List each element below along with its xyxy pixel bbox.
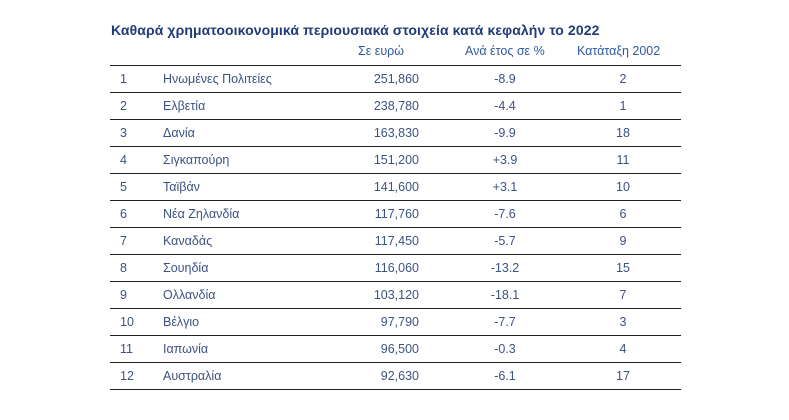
country-cell: Σιγκαπούρη xyxy=(163,153,230,167)
pct-cell: +3.9 xyxy=(492,153,518,167)
rank-cell: 7 xyxy=(120,234,127,248)
table-row: 5 Ταϊβάν 141,600 +3.1 10 xyxy=(110,174,681,201)
pct-cell: -13.2 xyxy=(490,261,520,275)
value-cell: 151,200 xyxy=(373,153,419,167)
country-cell: Νέα Ζηλανδία xyxy=(163,207,240,221)
rank2002-cell: 2 xyxy=(619,72,627,86)
rank-cell: 1 xyxy=(120,72,127,86)
value-cell: 116,060 xyxy=(374,261,419,275)
country-cell: Δανία xyxy=(163,126,195,140)
rank-cell: 3 xyxy=(120,126,127,140)
pct-cell: -7.6 xyxy=(494,207,516,221)
pct-cell: -0.3 xyxy=(494,342,516,356)
rank-cell: 5 xyxy=(120,180,127,194)
rank2002-cell: 3 xyxy=(619,315,627,329)
header-pct: Ανά έτος σε % xyxy=(465,44,545,58)
table-row: 3 Δανία 163,830 -9.9 18 xyxy=(110,120,681,147)
country-cell: Αυστραλία xyxy=(163,369,222,383)
header-rank2002: Κατάταξη 2002 xyxy=(577,44,661,58)
rank2002-cell: 10 xyxy=(616,180,630,194)
rank-cell: 10 xyxy=(120,315,134,329)
rank2002-cell: 15 xyxy=(616,261,630,275)
value-cell: 103,120 xyxy=(373,288,419,302)
rank-cell: 2 xyxy=(120,99,127,113)
value-cell: 117,760 xyxy=(374,207,419,221)
value-cell: 238,780 xyxy=(373,99,419,113)
value-cell: 117,450 xyxy=(374,234,419,248)
table-row: 4 Σιγκαπούρη 151,200 +3.9 11 xyxy=(110,147,681,174)
value-cell: 96,500 xyxy=(380,342,419,356)
pct-cell: -5.7 xyxy=(494,234,516,248)
rank2002-cell: 7 xyxy=(619,288,627,302)
value-cell: 251,860 xyxy=(373,72,419,86)
country-cell: Βέλγιο xyxy=(163,315,200,329)
table-row: 10 Βέλγιο 97,790 -7.7 3 xyxy=(110,309,681,336)
value-cell: 163,830 xyxy=(373,126,419,140)
rank2002-cell: 17 xyxy=(616,369,630,383)
rank-cell: 6 xyxy=(120,207,127,221)
rank2002-cell: 18 xyxy=(616,126,630,140)
rank2002-cell: 1 xyxy=(619,99,627,113)
table-title: Καθαρά χρηματοοικονομικά περιουσιακά στο… xyxy=(111,22,600,38)
rank2002-cell: 4 xyxy=(619,342,627,356)
table-row: 7 Καναδάς 117,450 -5.7 9 xyxy=(110,228,681,255)
rank-cell: 8 xyxy=(120,261,127,275)
country-cell: Ιαπωνία xyxy=(163,342,209,356)
pct-cell: -8.9 xyxy=(494,72,516,86)
pct-cell: -6.1 xyxy=(494,369,516,383)
header-value: Σε ευρώ xyxy=(358,44,405,58)
rank-cell: 4 xyxy=(120,153,127,167)
pct-cell: -7.7 xyxy=(494,315,516,329)
ranking-table: 1 Ηνωμένες Πολιτείες 251,860 -8.9 2 2 Ελβετία 2… xyxy=(110,65,681,390)
rank2002-cell: 9 xyxy=(619,234,627,248)
country-cell: Ταϊβάν xyxy=(163,180,200,194)
rank-cell: 12 xyxy=(120,369,134,383)
rank2002-cell: 6 xyxy=(619,207,627,221)
rank-cell: 11 xyxy=(120,342,133,356)
country-cell: Ελβετία xyxy=(163,99,206,113)
country-cell: Ηνωμένες Πολιτείες xyxy=(163,72,272,86)
rank-cell: 9 xyxy=(120,288,127,302)
table-row: 12 Αυστραλία 92,630 -6.1 17 xyxy=(110,363,681,390)
value-cell: 97,790 xyxy=(380,315,419,329)
country-cell: Καναδάς xyxy=(163,234,213,248)
rank2002-cell: 11 xyxy=(616,153,630,167)
pct-cell: -4.4 xyxy=(494,99,516,113)
country-cell: Σουηδία xyxy=(163,261,209,275)
table-row: 2 Ελβετία 238,780 -4.4 1 xyxy=(110,93,681,120)
pct-cell: +3.1 xyxy=(492,180,518,194)
table-row: 9 Ολλανδία 103,120 -18.1 7 xyxy=(110,282,681,309)
country-cell: Ολλανδία xyxy=(163,288,216,302)
pct-cell: -9.9 xyxy=(494,126,516,140)
value-cell: 92,630 xyxy=(380,369,419,383)
table-row: 11 Ιαπωνία 96,500 -0.3 4 xyxy=(110,336,681,363)
value-cell: 141,600 xyxy=(373,180,419,194)
table-row: 1 Ηνωμένες Πολιτείες 251,860 -8.9 2 xyxy=(110,66,681,93)
table-row: 6 Νέα Ζηλανδία 117,760 -7.6 6 xyxy=(110,201,681,228)
table-row: 8 Σουηδία 116,060 -13.2 15 xyxy=(110,255,681,282)
pct-cell: -18.1 xyxy=(490,288,520,302)
